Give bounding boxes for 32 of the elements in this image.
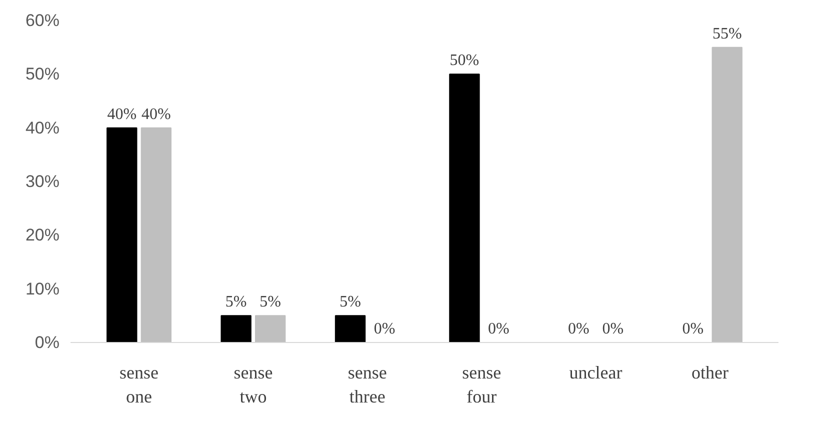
y-tick-label: 50% [25,64,60,84]
data-label: 5% [225,294,247,311]
data-label: 40% [107,106,137,123]
bar [712,46,742,342]
x-tick-label: sense one [120,362,159,406]
bar [140,127,172,342]
y-tick-label: 20% [25,226,60,245]
y-tick-label: 40% [25,118,60,138]
x-tick-label: unclear [569,362,622,382]
bar [334,315,366,342]
y-tick-label: 60% [25,11,60,30]
y-tick-label: 10% [25,279,60,298]
data-label: 5% [340,294,361,311]
y-tick-label: 0% [34,333,60,352]
bar [254,315,286,342]
x-tick-label: sense two [234,362,273,406]
x-tick-label: sense three [348,362,387,406]
data-label: 0% [374,320,396,338]
y-tick-label: 30% [25,172,60,191]
data-label: 0% [568,320,590,338]
bar [220,315,252,342]
bar [106,127,138,342]
data-label: 50% [450,52,480,70]
data-label: 5% [260,294,282,311]
data-label: 0% [488,320,510,338]
x-tick-label: sense four [462,362,502,406]
data-label: 0% [602,320,624,338]
data-label: 55% [712,25,742,42]
data-label: 0% [682,320,704,338]
x-tick-label: other [691,362,728,382]
data-label: 40% [141,106,171,123]
bar [449,74,480,342]
